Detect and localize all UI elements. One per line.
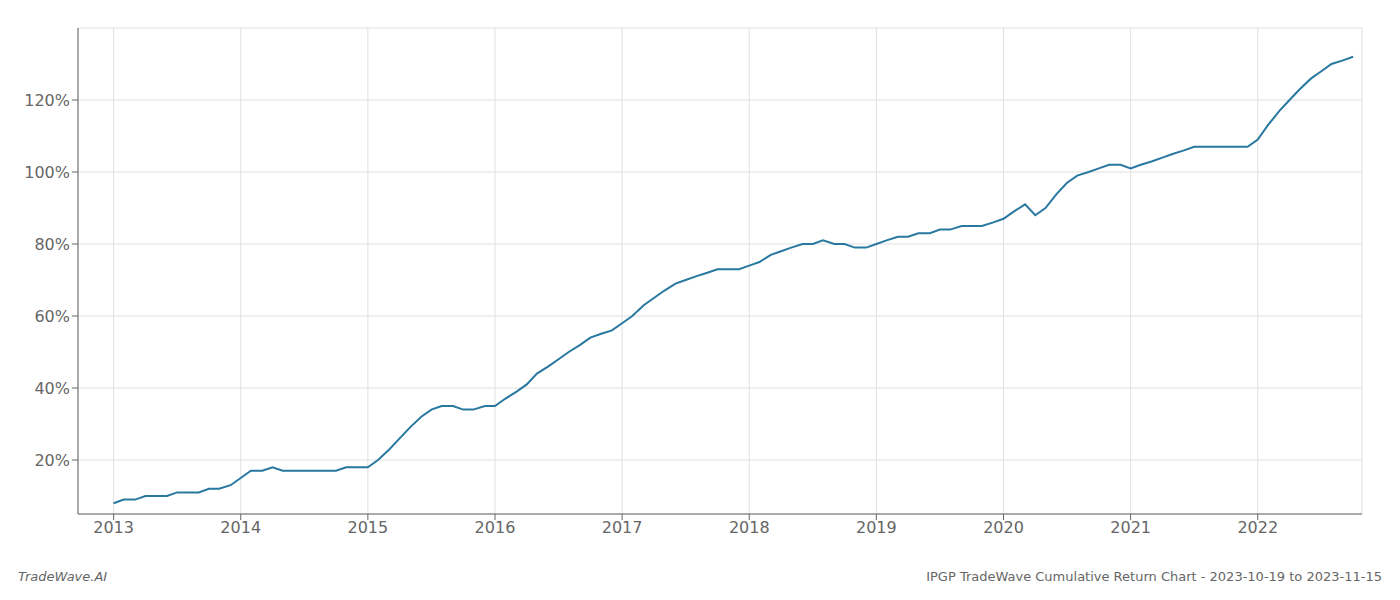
svg-text:2018: 2018 — [729, 518, 770, 537]
svg-text:40%: 40% — [34, 379, 70, 398]
svg-text:2016: 2016 — [475, 518, 516, 537]
svg-text:120%: 120% — [24, 91, 70, 110]
svg-text:100%: 100% — [24, 163, 70, 182]
svg-text:2017: 2017 — [602, 518, 643, 537]
svg-text:20%: 20% — [34, 451, 70, 470]
html-text:IPGP TradeWave Cumulative Retu: IPGP TradeWave Cumulative Return Chart -… — [926, 569, 1382, 584]
svg-text:2013: 2013 — [93, 518, 134, 537]
svg-text:80%: 80% — [34, 235, 70, 254]
html-text:TradeWave.AI: TradeWave.AI — [18, 569, 108, 584]
svg-text:2022: 2022 — [1237, 518, 1278, 537]
svg-text:2020: 2020 — [983, 518, 1024, 537]
svg-text:2019: 2019 — [856, 518, 897, 537]
svg-text:2015: 2015 — [347, 518, 388, 537]
svg-text:2014: 2014 — [220, 518, 261, 537]
svg-text:60%: 60% — [34, 307, 70, 326]
svg-text:2021: 2021 — [1110, 518, 1151, 537]
